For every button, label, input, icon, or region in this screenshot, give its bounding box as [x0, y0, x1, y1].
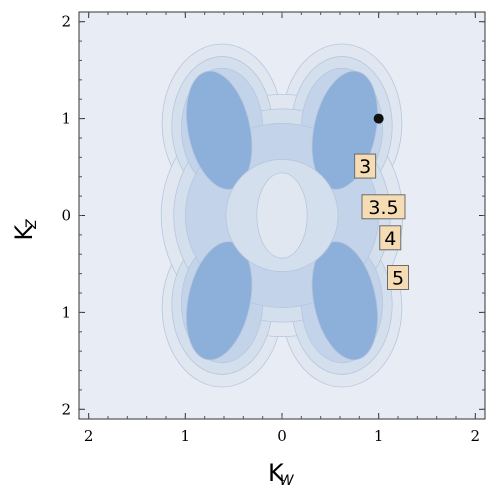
contour-label-box [379, 225, 402, 251]
contour-label-text: 5 [392, 268, 404, 290]
contour-label-text: 4 [384, 228, 396, 250]
axis-ticks [79, 12, 485, 419]
contour-region-level-3-lobe [311, 241, 378, 361]
y-tick-label: 2 [61, 400, 71, 418]
y-tick-label: 1 [61, 110, 71, 128]
y-axis-title: KZ [10, 219, 40, 241]
contour-label-box [354, 153, 377, 179]
x-tick-label: 2 [471, 427, 481, 445]
contour-label: 4 [379, 225, 402, 251]
x-tick-label: 1 [181, 427, 191, 445]
contour-regions [160, 43, 404, 388]
x-tick-label: 0 [277, 427, 287, 445]
x-axis-title: KW [268, 459, 295, 486]
contour-label: 3.5 [361, 194, 406, 220]
y-tick-label: 0 [61, 207, 71, 225]
y-tick-label: 2 [61, 13, 71, 31]
x-tick-label: 1 [374, 427, 384, 445]
contour-labels: 3 3.5 4 5 [354, 153, 409, 291]
contour-label-box [387, 265, 409, 291]
contour-label: 3 [354, 153, 377, 179]
contour-label-text: 3.5 [368, 197, 398, 219]
contour-region-central-hole [256, 172, 308, 259]
y-tick-label: 1 [61, 303, 71, 321]
contour-region-level-3-lobe [186, 70, 253, 190]
contour-label-box [361, 194, 406, 220]
contour-label: 5 [387, 265, 409, 291]
contour-region-level-3-lobe [186, 241, 253, 361]
x-tick-label: 2 [84, 427, 94, 445]
contour-label-text: 3 [359, 156, 371, 178]
marked-point [373, 113, 384, 124]
